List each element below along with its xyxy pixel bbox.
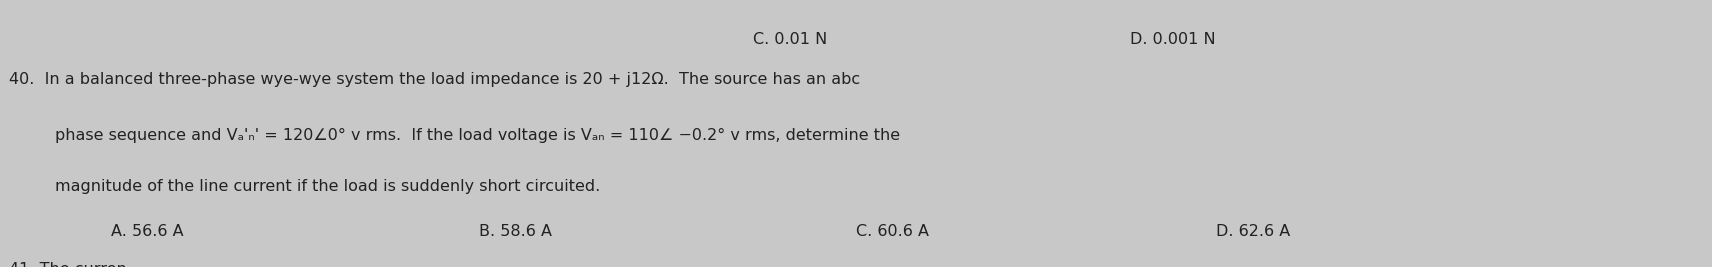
Text: 40.  In a balanced three-phase wye-wye system the load impedance is 20 + j12Ω.  : 40. In a balanced three-phase wye-wye sy… bbox=[9, 72, 859, 87]
Text: C. 60.6 A: C. 60.6 A bbox=[856, 224, 930, 239]
Text: phase sequence and Vₐ'ₙ' = 120∠0° v rms.  If the load voltage is Vₐₙ = 110∠ −0.2: phase sequence and Vₐ'ₙ' = 120∠0° v rms.… bbox=[55, 128, 901, 143]
Text: magnitude of the line current if the load is suddenly short circuited.: magnitude of the line current if the loa… bbox=[55, 179, 599, 194]
Text: 41  The curren: 41 The curren bbox=[9, 262, 127, 267]
Text: D. 62.6 A: D. 62.6 A bbox=[1216, 224, 1289, 239]
Text: C. 0.01 N: C. 0.01 N bbox=[753, 32, 827, 47]
Text: B. 58.6 A: B. 58.6 A bbox=[479, 224, 553, 239]
Text: A. 56.6 A: A. 56.6 A bbox=[111, 224, 183, 239]
Text: D. 0.001 N: D. 0.001 N bbox=[1130, 32, 1216, 47]
